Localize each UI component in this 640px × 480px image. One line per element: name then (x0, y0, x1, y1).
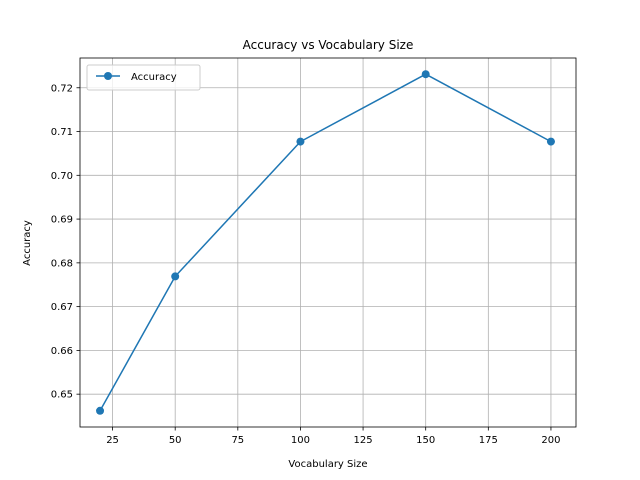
y-tick-label: 0.71 (51, 127, 73, 138)
data-point (421, 70, 430, 79)
y-tick-label: 0.72 (51, 83, 73, 94)
plot-frame (79, 57, 577, 428)
x-tick-label: 150 (416, 435, 435, 446)
axis-ticks: 25 50 75 100 125 150 175 200 0.65 0.66 0.67 0.68 0.6… (51, 83, 561, 446)
x-tick-label: 200 (541, 435, 560, 446)
data-point (546, 137, 555, 146)
y-axis-label: Accuracy (22, 220, 33, 266)
chart-title: Accuracy vs Vocabulary Size (243, 38, 414, 52)
grid-lines (80, 58, 576, 427)
x-tick-label: 50 (169, 435, 182, 446)
y-tick-label: 0.68 (51, 258, 73, 269)
y-tick-label: 0.66 (51, 346, 73, 357)
x-tick-label: 100 (291, 435, 310, 446)
data-point (296, 137, 305, 146)
legend-box (86, 64, 201, 91)
y-tick-label: 0.65 (51, 390, 73, 401)
series-layer (96, 70, 555, 415)
y-tick-label: 0.69 (51, 215, 73, 226)
legend: Accuracy (86, 64, 201, 91)
legend-marker-swatch (104, 72, 112, 80)
x-axis-label: Vocabulary Size (288, 459, 367, 470)
y-tick-label: 0.70 (51, 171, 73, 182)
x-tick-label: 125 (354, 435, 373, 446)
data-point (96, 406, 105, 415)
y-tick-label: 0.67 (51, 302, 73, 313)
data-point (171, 272, 180, 281)
x-tick-label: 175 (479, 435, 498, 446)
legend-label: Accuracy (131, 72, 177, 83)
x-tick-label: 25 (106, 435, 119, 446)
x-tick-label: 75 (231, 435, 244, 446)
